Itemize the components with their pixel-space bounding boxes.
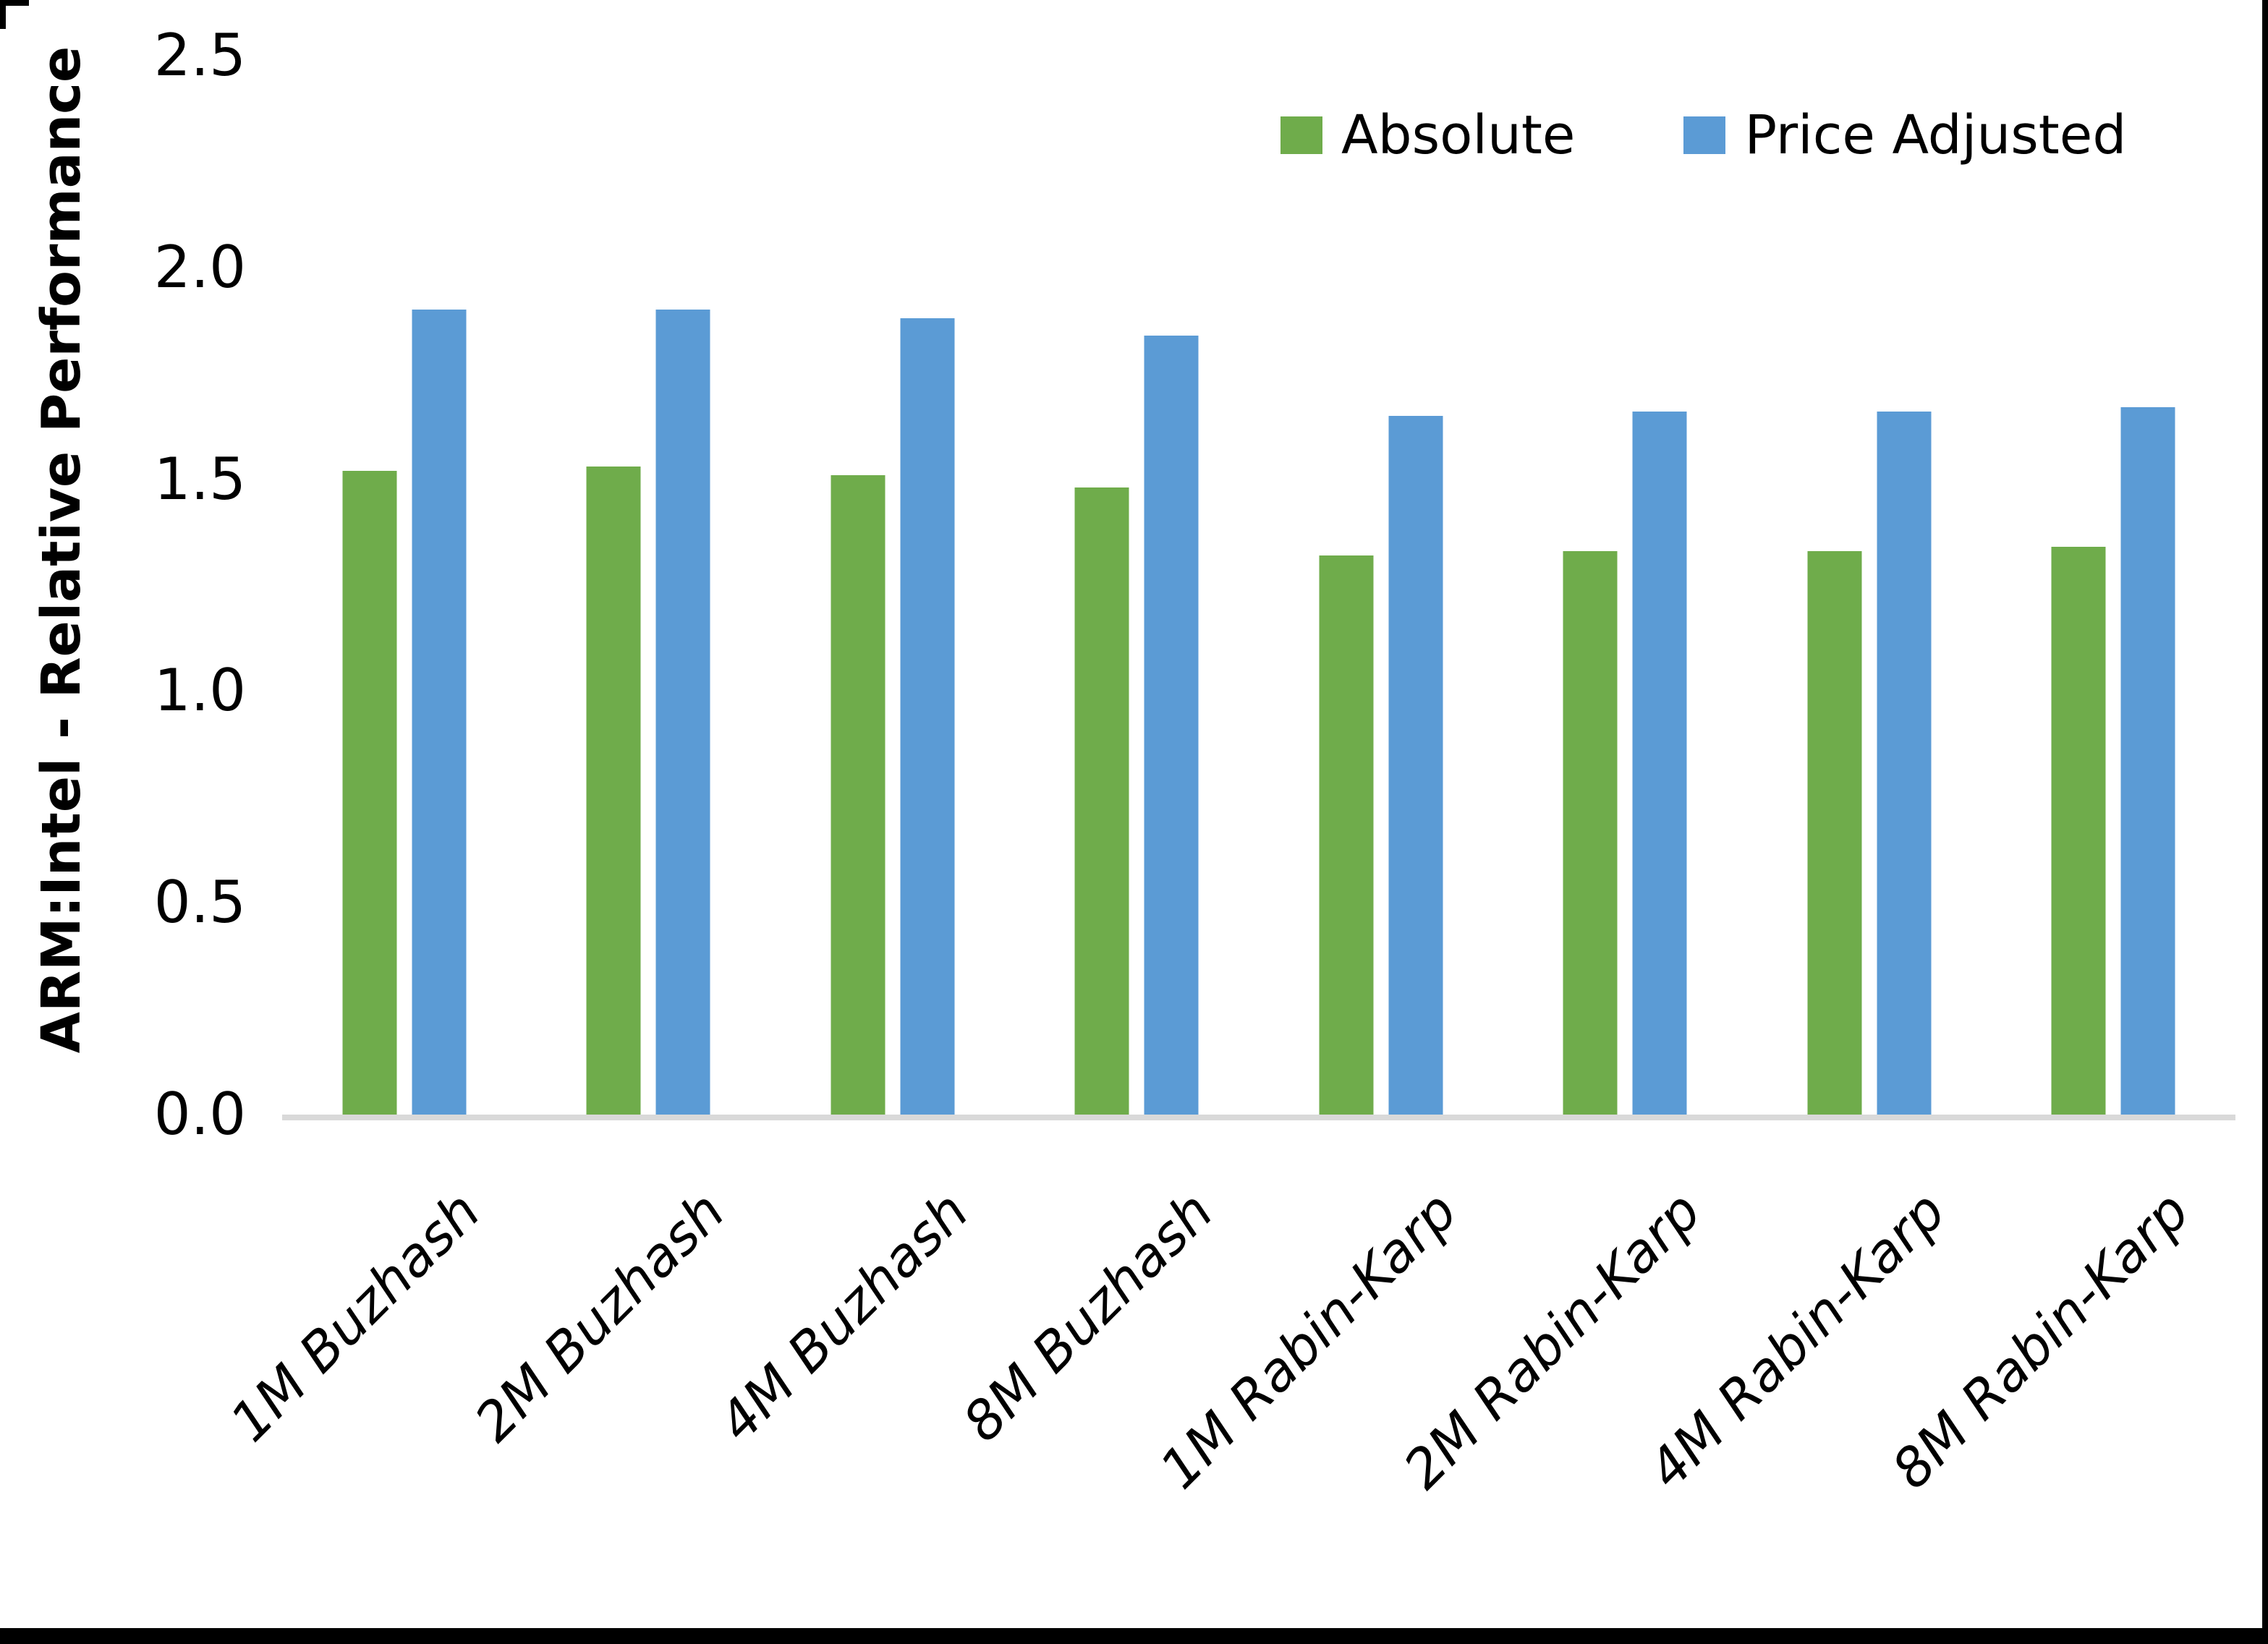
bar-absolute bbox=[586, 467, 641, 1115]
bar-pair bbox=[1319, 56, 1443, 1115]
bar-group: 2M Rabin-Karp bbox=[1392, 56, 1748, 1501]
legend-item-absolute: Absolute bbox=[1280, 108, 1575, 162]
bar-pair bbox=[1563, 56, 1687, 1115]
bar-pair bbox=[342, 56, 467, 1115]
bar-absolute bbox=[1563, 551, 1618, 1115]
bar-group: 8M Rabin-Karp bbox=[1880, 56, 2236, 1501]
legend-swatch-price-adjusted bbox=[1683, 116, 1726, 154]
legend-label-absolute: Absolute bbox=[1341, 104, 1576, 166]
frame-border-bottom bbox=[0, 1628, 2268, 1644]
y-tick-label: 2.5 bbox=[153, 22, 246, 89]
bar-pair bbox=[586, 56, 710, 1115]
bar-group: 4M Rabin-Karp bbox=[1636, 56, 1992, 1501]
x-axis-category-label: 2M Buzhash bbox=[462, 1180, 736, 1454]
frame-corner-left-top bbox=[0, 0, 6, 29]
y-tick-label: 0.5 bbox=[153, 869, 246, 937]
legend-swatch-absolute bbox=[1280, 116, 1322, 154]
legend-label-price-adjusted: Price Adjusted bbox=[1744, 104, 2127, 166]
y-tick-label: 1.0 bbox=[153, 657, 246, 725]
plot-area: 1M Buzhash 2M Buzhash 4M Buzhash 8M Buzhash… bbox=[218, 56, 2236, 1501]
bar-group: 8M Buzhash bbox=[951, 56, 1260, 1454]
bar-price-adjusted bbox=[655, 310, 710, 1115]
bar-price-adjusted bbox=[2120, 407, 2175, 1115]
x-axis-category-label: 4M Buzhash bbox=[707, 1180, 981, 1454]
bar-pair bbox=[831, 56, 955, 1115]
bar-price-adjusted bbox=[412, 310, 467, 1115]
bar-pair bbox=[1074, 56, 1199, 1115]
bar-absolute bbox=[2051, 547, 2106, 1115]
legend: Absolute Price Adjusted bbox=[1280, 108, 2126, 162]
frame-corner-top-left bbox=[0, 0, 29, 6]
x-axis-category-label: 1M Buzhash bbox=[218, 1180, 493, 1454]
bar-price-adjusted bbox=[1388, 415, 1443, 1115]
legend-item-price-adjusted: Price Adjusted bbox=[1683, 108, 2126, 162]
bar-price-adjusted bbox=[900, 318, 955, 1115]
bar-pair bbox=[2051, 56, 2175, 1115]
frame-border-right bbox=[2262, 0, 2268, 1644]
bar-group: 4M Buzhash bbox=[707, 56, 1015, 1454]
y-tick-label: 2.0 bbox=[153, 233, 246, 301]
bar-absolute bbox=[1319, 555, 1374, 1115]
bar-group: 1M Buzhash bbox=[218, 56, 527, 1454]
bar-price-adjusted bbox=[1144, 335, 1199, 1115]
y-tick-label: 0.0 bbox=[153, 1081, 246, 1148]
bar-absolute bbox=[1074, 487, 1129, 1115]
bar-absolute bbox=[831, 474, 885, 1115]
bar-group: 1M Rabin-Karp bbox=[1148, 56, 1503, 1501]
bar-price-adjusted bbox=[1632, 411, 1687, 1115]
bar-absolute bbox=[1807, 551, 1862, 1115]
bar-absolute bbox=[342, 470, 397, 1115]
bar-price-adjusted bbox=[1877, 411, 1932, 1115]
bar-group: 2M Buzhash bbox=[463, 56, 771, 1454]
bar-pair bbox=[1807, 56, 1932, 1115]
y-tick-label: 1.5 bbox=[153, 445, 246, 513]
x-axis-category-label: 8M Buzhash bbox=[951, 1180, 1225, 1454]
